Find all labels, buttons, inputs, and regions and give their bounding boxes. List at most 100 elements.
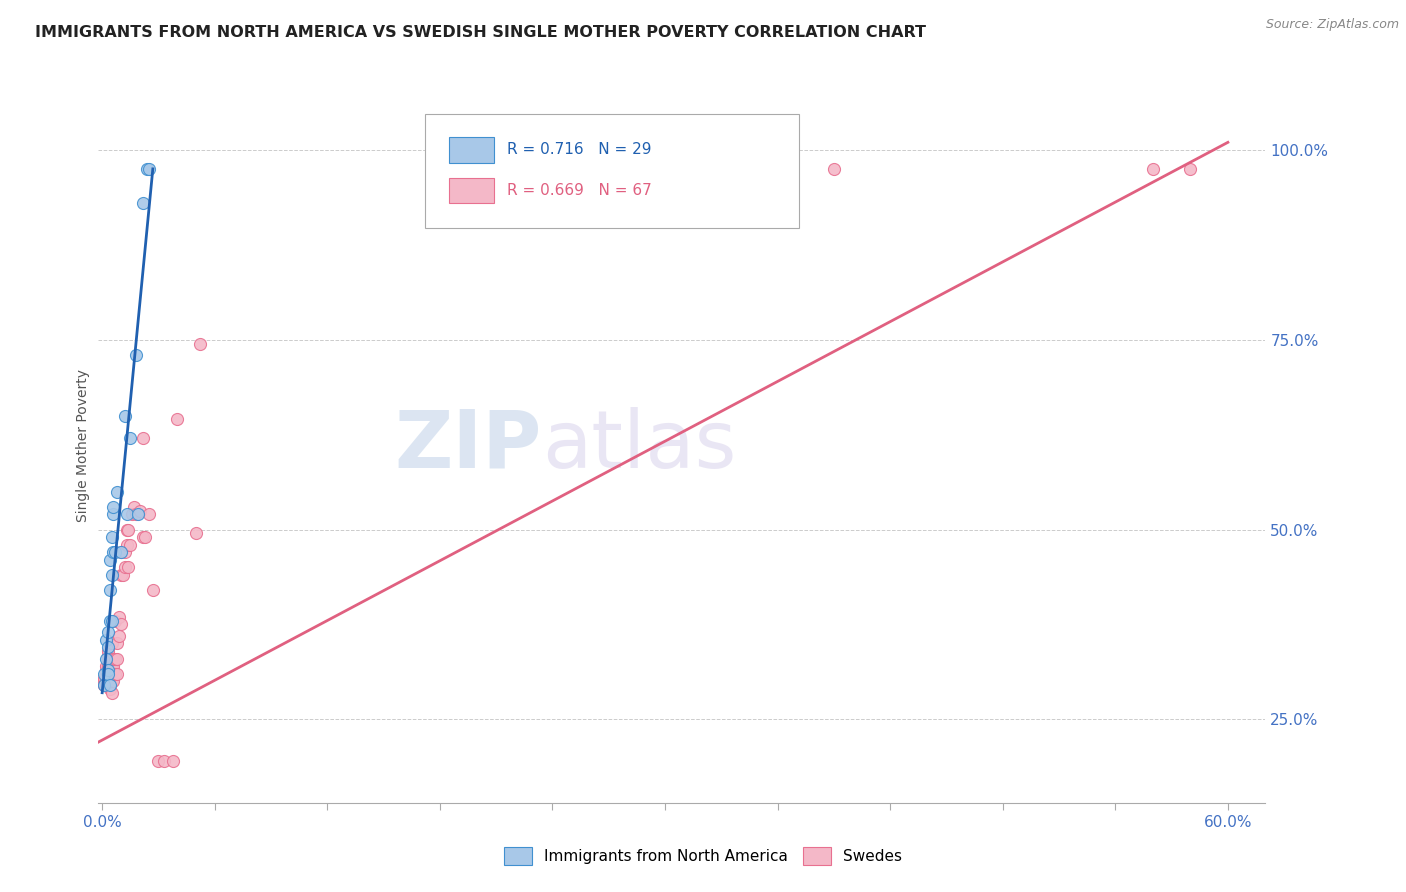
Point [148,754,170,768]
Point [125,508,148,522]
Point [98,666,121,681]
Point [103,674,125,689]
Point [97,666,120,681]
Point [97,663,120,677]
Point [103,500,125,514]
Point [94,659,117,673]
Point [97,644,120,658]
Point [104,651,127,665]
Point [100,530,122,544]
FancyBboxPatch shape [449,178,494,203]
Point [93,678,115,692]
Point [111,568,134,582]
Point [105,636,128,650]
Point [94,678,117,692]
Point [105,651,128,665]
Point [97,648,120,662]
Point [115,538,138,552]
Point [120,431,142,445]
Point [94,671,117,685]
Point [132,530,155,544]
Point [94,651,117,665]
FancyBboxPatch shape [449,137,494,162]
Point [138,508,160,522]
Point [132,196,155,211]
Point [97,666,120,681]
Point [128,503,150,517]
Point [103,659,125,673]
FancyBboxPatch shape [425,114,799,228]
Point [114,560,136,574]
Point [1180,161,1202,176]
Point [105,666,128,681]
Point [97,651,120,665]
Point [98,659,121,673]
Point [136,161,159,176]
Point [94,632,117,647]
Point [97,640,120,655]
Point [115,508,138,522]
Point [166,412,188,426]
Point [184,526,207,541]
Point [188,336,211,351]
Point [93,666,115,681]
Point [94,674,117,689]
Point [1142,161,1164,176]
Text: R = 0.669   N = 67: R = 0.669 N = 67 [506,183,651,198]
Point [100,614,122,628]
Text: IMMIGRANTS FROM NORTH AMERICA VS SWEDISH SINGLE MOTHER POVERTY CORRELATION CHART: IMMIGRANTS FROM NORTH AMERICA VS SWEDISH… [35,25,927,40]
Point [103,545,125,559]
Point [93,674,115,689]
Point [104,614,127,628]
Point [134,530,156,544]
Point [153,754,176,768]
Point [100,651,122,665]
Point [103,651,125,665]
Point [132,431,155,445]
Legend: Immigrants from North America, Swedes: Immigrants from North America, Swedes [498,841,908,871]
Point [114,409,136,423]
Point [97,625,120,640]
Point [121,508,143,522]
Point [110,617,132,632]
Point [142,583,165,598]
Point [100,636,122,650]
Point [138,161,160,176]
Point [162,754,184,768]
Point [100,659,122,673]
Point [93,671,115,685]
Point [97,674,120,689]
Point [94,663,117,677]
Point [98,674,121,689]
Point [114,545,136,559]
Point [97,663,120,677]
Text: R = 0.716   N = 29: R = 0.716 N = 29 [506,143,651,157]
Point [98,614,121,628]
Point [98,583,121,598]
Point [104,545,127,559]
Text: Source: ZipAtlas.com: Source: ZipAtlas.com [1265,18,1399,31]
Point [127,508,149,522]
Point [97,659,120,673]
Point [103,663,125,677]
Point [108,629,131,643]
Point [120,538,142,552]
Point [100,568,122,582]
Point [93,678,115,692]
Point [122,500,145,514]
Point [115,523,138,537]
Point [93,678,115,692]
Point [108,609,131,624]
Point [98,681,121,696]
Point [98,678,121,692]
Point [104,666,127,681]
Point [117,560,139,574]
Point [110,545,132,559]
Point [117,523,139,537]
Y-axis label: Single Mother Poverty: Single Mother Poverty [76,369,90,523]
Text: ZIP: ZIP [395,407,541,485]
Point [103,508,125,522]
Point [125,348,148,362]
Point [100,674,122,689]
Point [100,686,122,700]
